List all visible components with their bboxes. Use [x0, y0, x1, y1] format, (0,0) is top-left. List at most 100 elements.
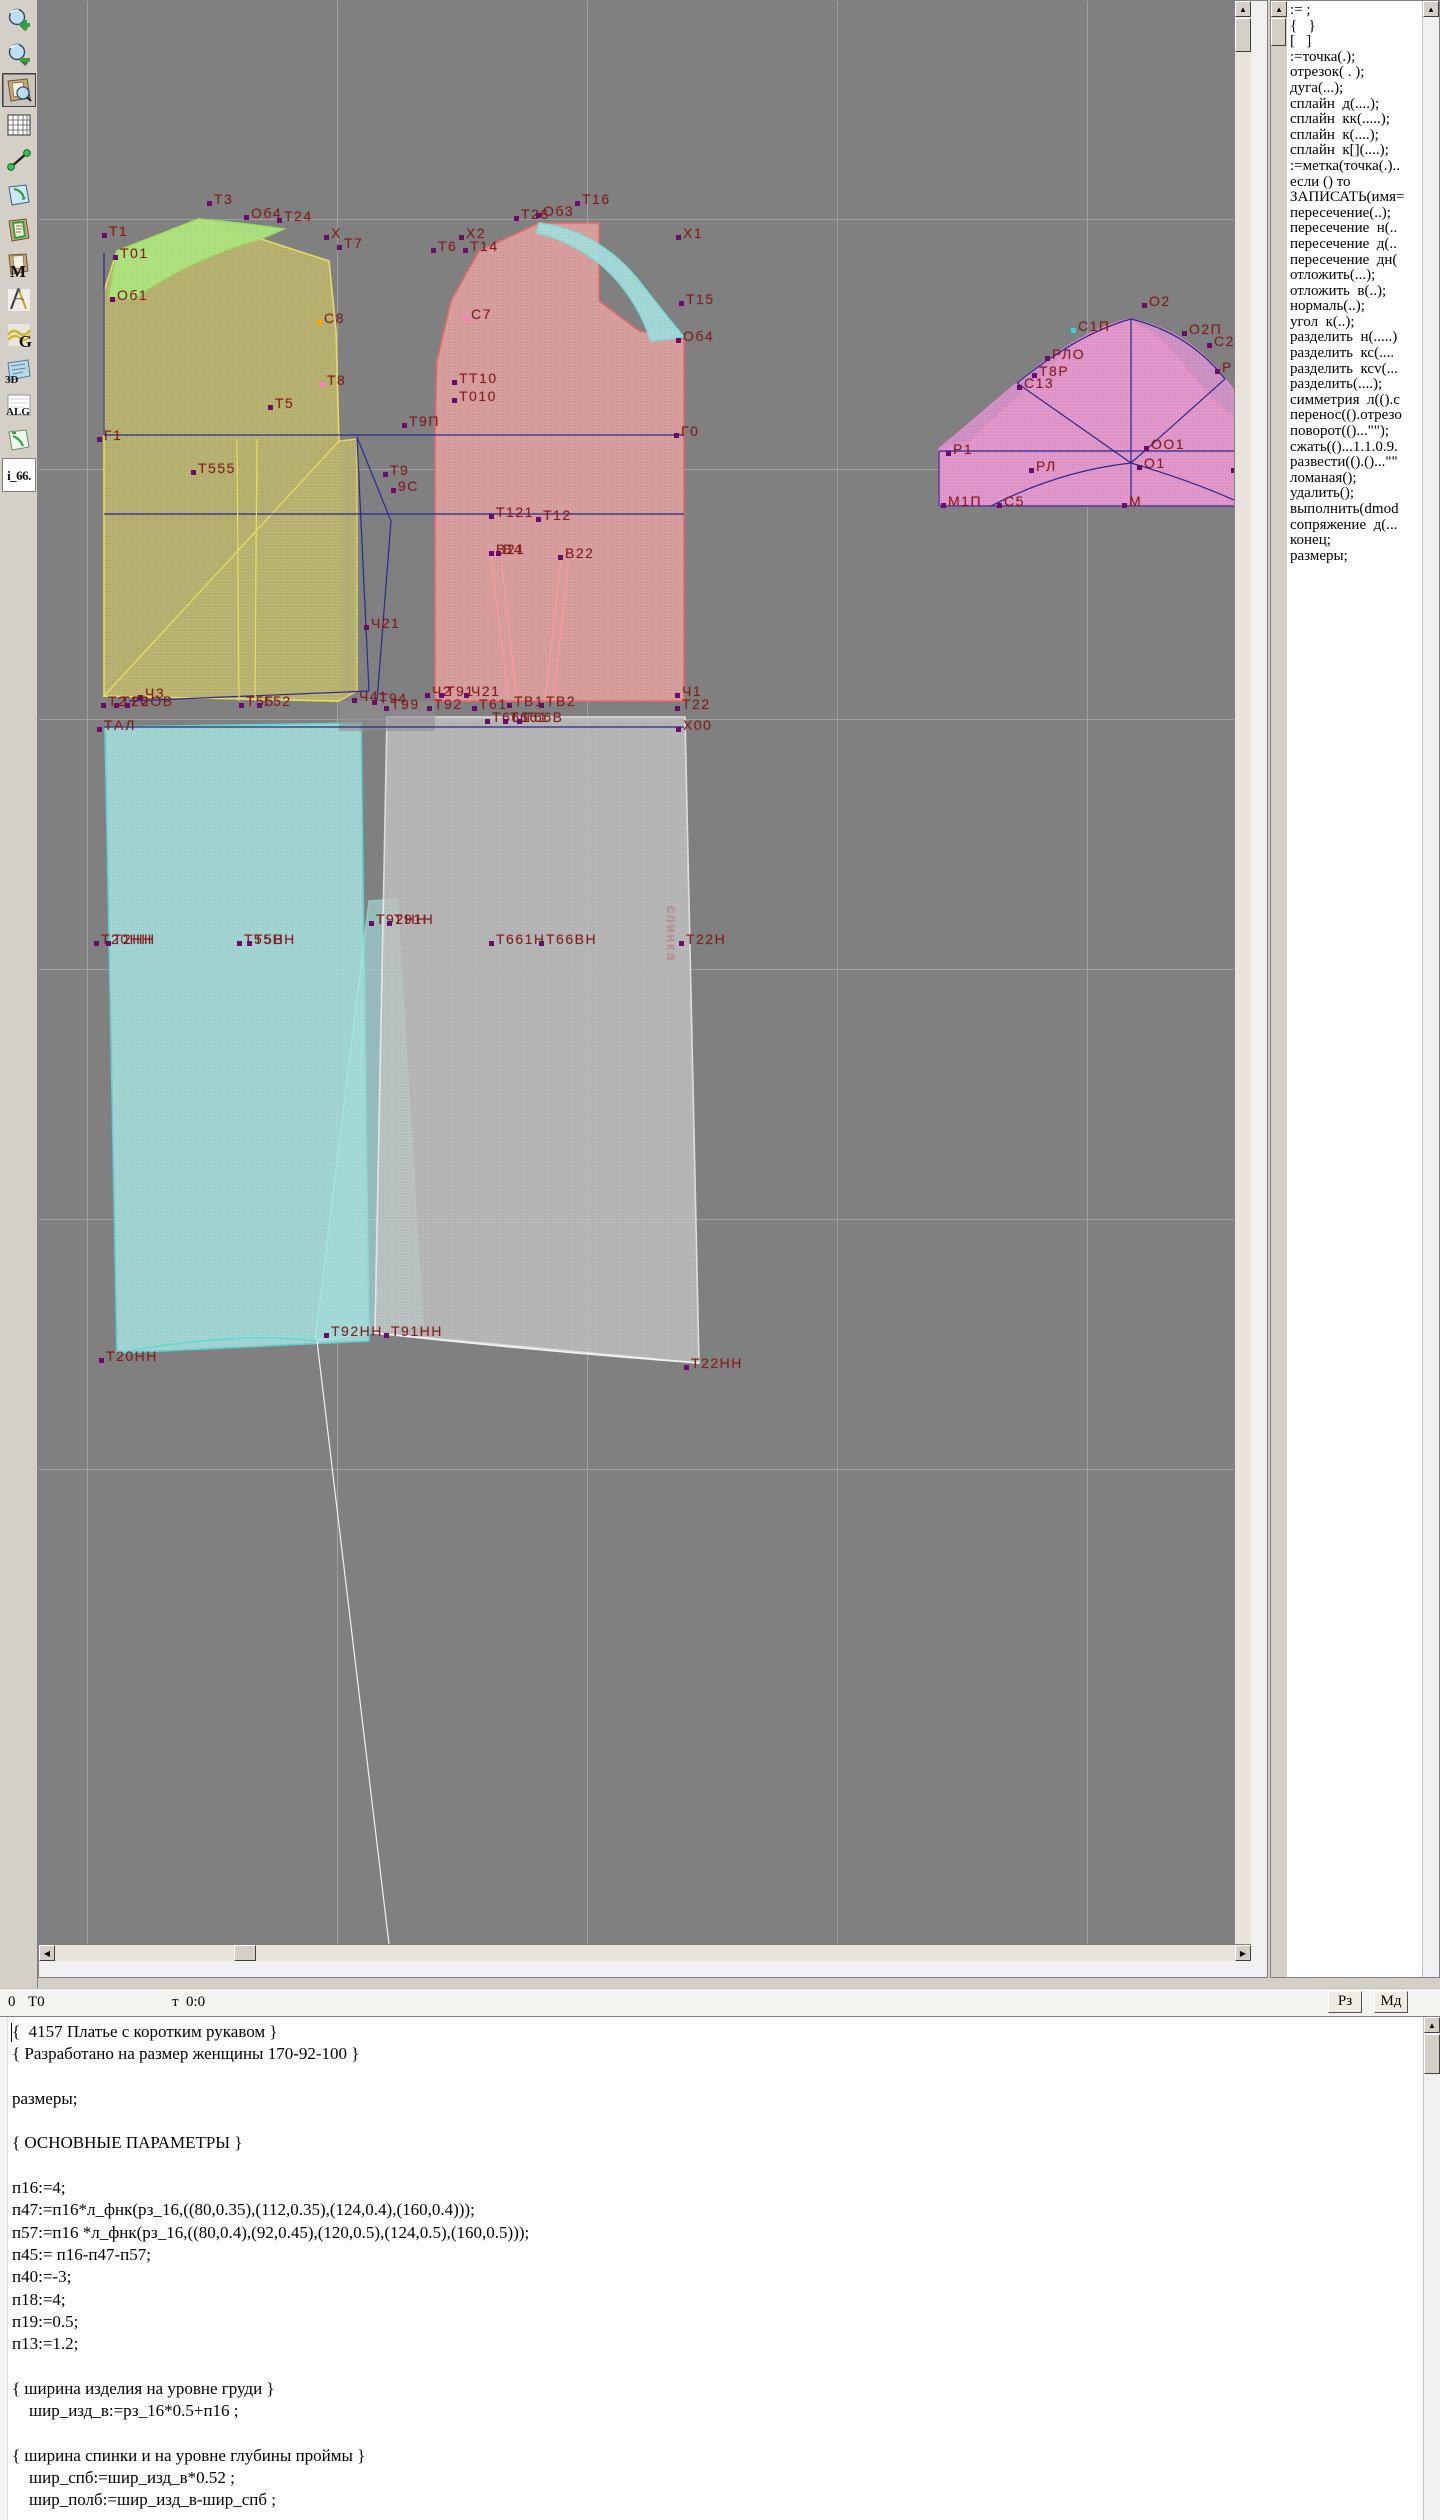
- pattern-point-marker[interactable]: [97, 437, 102, 442]
- pattern-point-marker[interactable]: [102, 233, 107, 238]
- sleeve-point-marker[interactable]: [1122, 503, 1127, 508]
- command-item[interactable]: перенос(().отрезо: [1290, 407, 1402, 424]
- pattern-point-marker[interactable]: [106, 941, 111, 946]
- pattern-point-marker[interactable]: [324, 235, 329, 240]
- pattern-point-marker[interactable]: [268, 405, 273, 410]
- pattern-point-marker[interactable]: [676, 235, 681, 240]
- command-item[interactable]: сплайн к(....);: [1290, 126, 1379, 143]
- pattern-point-marker[interactable]: [239, 703, 244, 708]
- pattern-point-marker[interactable]: [676, 727, 681, 732]
- scroll-right-button[interactable]: ▶: [1235, 1945, 1251, 1961]
- pattern-drawing-canvas[interactable]: T1 T01 T3 Об4 T24 X T7 Об1 С8 T8 T5 Г1 T555 T9 9С T6 X2 T…: [39, 1, 1251, 1961]
- pattern-point-marker[interactable]: [257, 703, 262, 708]
- pattern-point-marker[interactable]: [679, 941, 684, 946]
- command-scroll-up-button[interactable]: ▲: [1271, 1, 1287, 17]
- editor-scroll-up-button[interactable]: ▲: [1424, 2017, 1440, 2033]
- pattern-point-marker[interactable]: [517, 719, 522, 724]
- pattern-point-marker[interactable]: [94, 941, 99, 946]
- sleeve-point-marker[interactable]: [1215, 369, 1220, 374]
- pattern-point-marker[interactable]: [372, 700, 377, 705]
- pattern-point-marker[interactable]: [387, 921, 392, 926]
- pattern-point-marker[interactable]: [425, 693, 430, 698]
- command-item[interactable]: := ;: [1290, 2, 1311, 18]
- command-item[interactable]: :=точка(.);: [1290, 48, 1356, 65]
- command-item[interactable]: размеры;: [1290, 547, 1348, 564]
- pattern-point-marker[interactable]: [575, 201, 580, 206]
- pattern-point-marker[interactable]: [684, 1365, 689, 1370]
- canvas-vertical-scrollbar[interactable]: ▲ ▼: [1234, 1, 1251, 1961]
- pattern-point-marker[interactable]: [675, 706, 680, 711]
- pattern-point-marker[interactable]: [452, 398, 457, 403]
- command-item[interactable]: нормаль(..);: [1290, 298, 1365, 315]
- sleeve-point-marker[interactable]: [997, 503, 1002, 508]
- pattern-point-marker[interactable]: [114, 703, 119, 708]
- pattern-point-marker[interactable]: [237, 941, 242, 946]
- pattern-point-marker[interactable]: [320, 382, 325, 387]
- pattern-point-marker[interactable]: [352, 698, 357, 703]
- command-item[interactable]: разделить ксv(...: [1290, 360, 1398, 377]
- pattern-point-marker[interactable]: [402, 423, 407, 428]
- pattern-point-marker[interactable]: [317, 320, 322, 325]
- sleeve-point-marker[interactable]: [946, 451, 951, 456]
- sleeve-point-marker[interactable]: [1182, 331, 1187, 336]
- command-item[interactable]: сплайн кк(.....);: [1290, 111, 1390, 128]
- pattern-point-marker[interactable]: [536, 213, 541, 218]
- command-item[interactable]: { }: [1290, 17, 1316, 34]
- pattern-point-marker[interactable]: [472, 706, 477, 711]
- command-item[interactable]: разделить кс(....: [1290, 345, 1395, 362]
- pattern-point-marker[interactable]: [489, 941, 494, 946]
- command-item[interactable]: [ ]: [1290, 33, 1312, 50]
- pattern-point-marker[interactable]: [679, 301, 684, 306]
- pattern-point-marker[interactable]: [503, 719, 508, 724]
- pattern-point-marker[interactable]: [507, 703, 512, 708]
- command-item[interactable]: пересечение дн(: [1290, 251, 1398, 268]
- sleeve-point-marker[interactable]: [1029, 468, 1034, 473]
- pattern-point-marker[interactable]: [207, 201, 212, 206]
- editor-vertical-scrollbar[interactable]: ▲: [1423, 2017, 1440, 2520]
- pattern-outline-icon[interactable]: [2, 213, 36, 247]
- pattern-green-icon[interactable]: [2, 178, 36, 212]
- pattern-point-marker[interactable]: [384, 706, 389, 711]
- pattern-point-marker[interactable]: [113, 255, 118, 260]
- zoom-out-icon[interactable]: [2, 38, 36, 72]
- command-item[interactable]: разделить н(.....): [1290, 329, 1398, 346]
- md-button[interactable]: Мд: [1374, 1991, 1408, 2013]
- pattern-point-marker[interactable]: [459, 235, 464, 240]
- command-item[interactable]: сопряжение д(...: [1290, 516, 1398, 533]
- pattern-point-marker[interactable]: [676, 338, 681, 343]
- command-panel-outer-scrollbar[interactable]: ▲: [1422, 1, 1439, 1977]
- segment-icon[interactable]: [2, 143, 36, 177]
- pattern-point-marker[interactable]: [439, 693, 444, 698]
- sleeve-point-marker[interactable]: [1142, 303, 1147, 308]
- command-item[interactable]: удалить();: [1290, 485, 1355, 502]
- scroll-left-button[interactable]: ◀: [39, 1945, 55, 1961]
- pattern-point-marker[interactable]: [485, 719, 490, 724]
- pattern-point-marker[interactable]: [431, 248, 436, 253]
- command-item[interactable]: отрезок( . );: [1290, 64, 1365, 81]
- pattern-point-marker[interactable]: [125, 703, 130, 708]
- pattern-point-marker[interactable]: [369, 921, 374, 926]
- command-item[interactable]: сплайн к[](....);: [1290, 142, 1389, 159]
- pattern-point-marker[interactable]: [427, 706, 432, 711]
- grid-icon[interactable]: [2, 108, 36, 142]
- command-outer-scroll-up-button[interactable]: ▲: [1423, 1, 1439, 17]
- pattern-point-marker[interactable]: [337, 245, 342, 250]
- source-code-editor[interactable]: { 4157 Платье с коротким рукавом } { Разр…: [0, 2016, 1440, 2520]
- command-item[interactable]: :=метка(точка(.)..: [1290, 157, 1401, 174]
- command-item[interactable]: сплайн д(....);: [1290, 95, 1380, 112]
- pattern-point-marker[interactable]: [324, 1333, 329, 1338]
- command-list-panel[interactable]: ▲ := ;{ }[ ]:=точка(.); отрезок( . ); дуга…: [1270, 0, 1440, 1978]
- pattern-point-marker[interactable]: [489, 514, 494, 519]
- pattern-zoom-icon[interactable]: [2, 73, 36, 107]
- sleeve-point-marker[interactable]: [1017, 385, 1022, 390]
- command-item[interactable]: пересечение(..);: [1290, 204, 1391, 221]
- command-items[interactable]: := ;{ }[ ]:=точка(.); отрезок( . ); дуга(.…: [1289, 2, 1435, 564]
- pattern-point-marker[interactable]: [99, 1358, 104, 1363]
- blueprint-3d-icon[interactable]: 3D: [2, 353, 36, 387]
- pattern-point-marker[interactable]: [539, 703, 544, 708]
- sleeve-point-marker[interactable]: [1137, 465, 1142, 470]
- scroll-up-button[interactable]: ▲: [1235, 1, 1251, 17]
- pattern-point-marker[interactable]: [464, 693, 469, 698]
- pattern-point-marker[interactable]: [539, 941, 544, 946]
- pattern-point-marker[interactable]: [191, 470, 196, 475]
